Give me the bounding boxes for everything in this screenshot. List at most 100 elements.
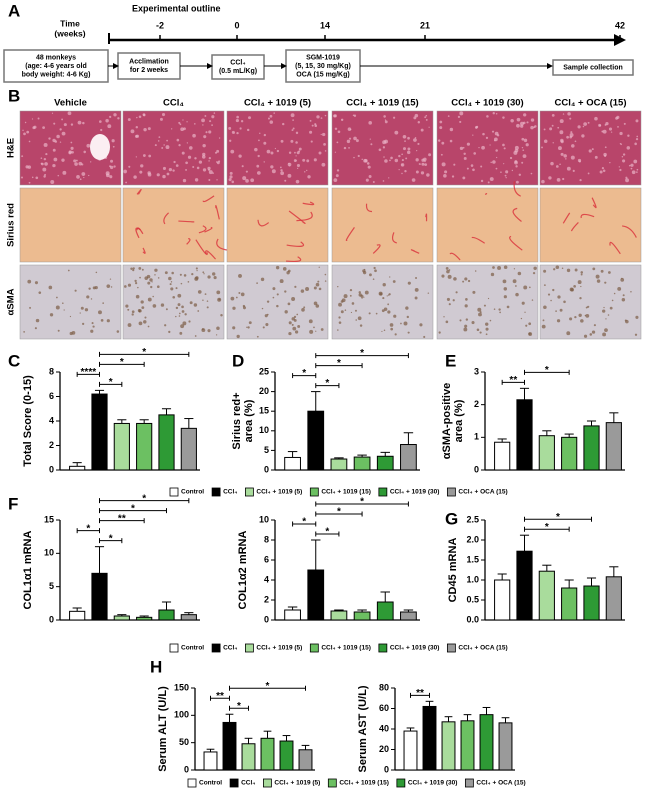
histology-texture: [75, 159, 78, 162]
histology-texture: [580, 319, 584, 323]
histology-texture: [492, 112, 495, 115]
histology-texture: [384, 120, 388, 124]
histology-texture: [570, 288, 574, 292]
histology-texture: [349, 288, 353, 292]
histology-texture: [294, 151, 296, 154]
bar: [136, 422, 153, 471]
bar: [180, 614, 197, 621]
histology-texture: [383, 115, 386, 118]
histology-texture: [562, 177, 565, 181]
significance-label: **: [509, 375, 517, 386]
histology-texture: [466, 167, 469, 170]
histology-texture: [90, 329, 94, 333]
histology-texture: [187, 281, 190, 283]
histology-texture: [514, 160, 518, 165]
histology-texture: [214, 151, 218, 154]
histology-texture: [633, 159, 638, 164]
histology-column-header: CCl₄ + 1019 (5): [244, 98, 311, 109]
histology-texture: [489, 319, 492, 322]
histology-texture: [310, 140, 313, 143]
histology-texture: [168, 330, 171, 334]
significance-label: *: [142, 493, 146, 504]
histology-texture: [414, 113, 419, 118]
histology-texture: [372, 244, 381, 254]
histology-texture: [194, 157, 197, 160]
histology-image: [436, 264, 539, 340]
histology-texture: [599, 170, 603, 174]
bar: [113, 422, 130, 471]
histology-texture: [144, 276, 149, 280]
bar: [494, 441, 511, 471]
legend-label: CCl₄ + OCA (15): [458, 645, 507, 652]
histology-texture: [307, 175, 311, 179]
legend-label: Control: [181, 489, 204, 496]
histology-texture: [361, 158, 363, 161]
histology-texture: [628, 164, 631, 167]
y-axis-label: Sirius red+: [231, 392, 243, 449]
histology-texture: [180, 324, 185, 329]
legend-swatch: [187, 778, 197, 788]
histology-texture: [291, 297, 296, 301]
histology-texture: [142, 247, 146, 254]
histology-texture: [473, 152, 477, 155]
histology-texture: [358, 291, 361, 294]
legend-label: CCl₄ + 1019 (30): [390, 645, 440, 652]
y-axis-label: area (%): [243, 399, 255, 442]
histology-texture: [26, 130, 30, 134]
significance-label: *: [266, 681, 270, 692]
histology-texture: [276, 149, 280, 153]
histology-texture: [216, 179, 218, 181]
histology-texture: [105, 119, 109, 123]
histology-texture: [165, 308, 168, 311]
histology-texture: [48, 137, 51, 140]
histology-texture: [489, 144, 491, 146]
histology-texture: [411, 178, 416, 182]
histology-texture: [562, 113, 565, 115]
histology-texture: [560, 152, 564, 156]
histology-texture: [483, 304, 486, 307]
histology-texture: [449, 127, 454, 132]
histology-texture: [500, 171, 502, 173]
histology-texture: [559, 119, 564, 124]
histology-texture: [212, 272, 216, 276]
histology-texture: [492, 160, 496, 164]
histology-texture: [288, 331, 292, 336]
histology-texture: [383, 156, 385, 158]
histology-texture: [503, 163, 505, 165]
histology-texture: [211, 115, 215, 119]
histology-texture: [40, 157, 43, 159]
bar: [460, 720, 475, 771]
histology-texture: [134, 279, 137, 283]
histology-texture: [211, 124, 213, 127]
histology-texture: [324, 273, 327, 276]
histology-texture: [562, 212, 571, 224]
histology-texture: [77, 120, 82, 125]
histology-texture: [337, 329, 339, 331]
histology-texture: [232, 306, 236, 310]
bar: [91, 572, 108, 621]
histology-texture: [88, 287, 91, 290]
histology-texture: [21, 176, 24, 179]
bar: [605, 422, 622, 471]
histology-texture: [213, 276, 217, 280]
histology-texture: [187, 155, 192, 159]
histology-texture: [635, 119, 639, 123]
histology-texture: [276, 293, 279, 296]
histology-texture: [346, 139, 351, 144]
histology-texture: [125, 181, 128, 184]
histology-texture: [208, 156, 211, 160]
significance-label: *: [142, 347, 146, 358]
histology-texture: [182, 119, 184, 121]
histology-texture: [140, 300, 144, 304]
histology-texture: [189, 301, 193, 305]
histology-texture: [178, 121, 181, 124]
histology-texture: [390, 156, 393, 160]
histology-texture: [477, 307, 482, 312]
histology-texture: [340, 300, 344, 303]
histology-texture: [382, 297, 385, 300]
histology-texture: [521, 161, 524, 164]
significance-label: *: [556, 512, 560, 523]
histology-texture: [425, 118, 428, 121]
y-tick-label: 6: [264, 554, 269, 564]
histology-texture: [28, 140, 31, 143]
